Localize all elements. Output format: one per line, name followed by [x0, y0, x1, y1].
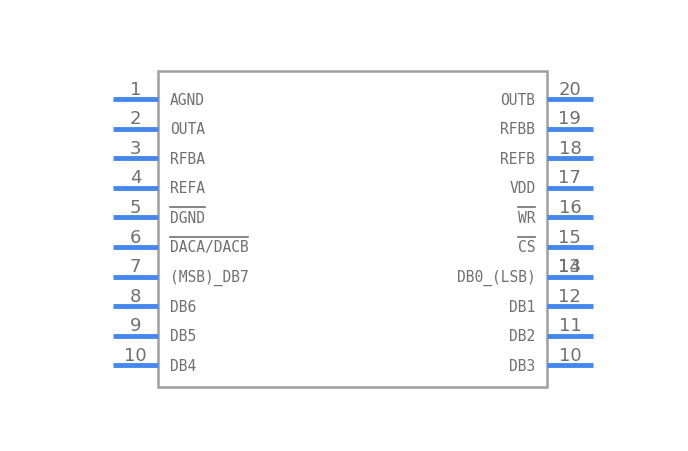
Text: DB3: DB3 [509, 358, 535, 373]
Text: OUTA: OUTA [170, 122, 205, 137]
Text: 16: 16 [559, 198, 581, 216]
Text: 5: 5 [129, 198, 141, 216]
Text: VDD: VDD [509, 181, 535, 196]
Text: 13: 13 [559, 258, 581, 276]
Text: DB5: DB5 [170, 328, 196, 343]
Text: DB4: DB4 [170, 358, 196, 373]
Text: DB2: DB2 [509, 328, 535, 343]
Text: DB1: DB1 [509, 299, 535, 314]
Text: WR: WR [518, 211, 535, 226]
Text: RFBB: RFBB [500, 122, 535, 137]
Text: 20: 20 [559, 81, 581, 98]
Text: REFA: REFA [170, 181, 205, 196]
Text: DB6: DB6 [170, 299, 196, 314]
Text: REFB: REFB [500, 152, 535, 166]
Text: 6: 6 [129, 228, 141, 246]
Text: DB0_(LSB): DB0_(LSB) [457, 269, 535, 285]
Text: 1: 1 [129, 81, 141, 98]
Text: DACA/DACB: DACA/DACB [170, 240, 248, 255]
Text: 9: 9 [129, 317, 141, 335]
Text: 10: 10 [559, 346, 581, 364]
Text: 14: 14 [559, 258, 581, 276]
Text: 4: 4 [129, 169, 141, 187]
Text: 12: 12 [559, 287, 581, 305]
Text: 15: 15 [559, 228, 581, 246]
Text: OUTB: OUTB [500, 92, 535, 107]
Text: (MSB)_DB7: (MSB)_DB7 [170, 269, 248, 285]
Text: AGND: AGND [170, 92, 205, 107]
Text: 17: 17 [559, 169, 581, 187]
Text: 11: 11 [559, 317, 581, 335]
Text: CS: CS [518, 240, 535, 255]
Text: DGND: DGND [170, 211, 205, 226]
Bar [158, 71, 547, 387]
Text: 8: 8 [129, 287, 141, 305]
Text: 10: 10 [124, 346, 147, 364]
Text: 18: 18 [559, 139, 581, 157]
Text: 2: 2 [129, 110, 141, 128]
Text: 19: 19 [559, 110, 581, 128]
Text: RFBA: RFBA [170, 152, 205, 166]
Text: 3: 3 [129, 139, 141, 157]
Text: 7: 7 [129, 258, 141, 276]
